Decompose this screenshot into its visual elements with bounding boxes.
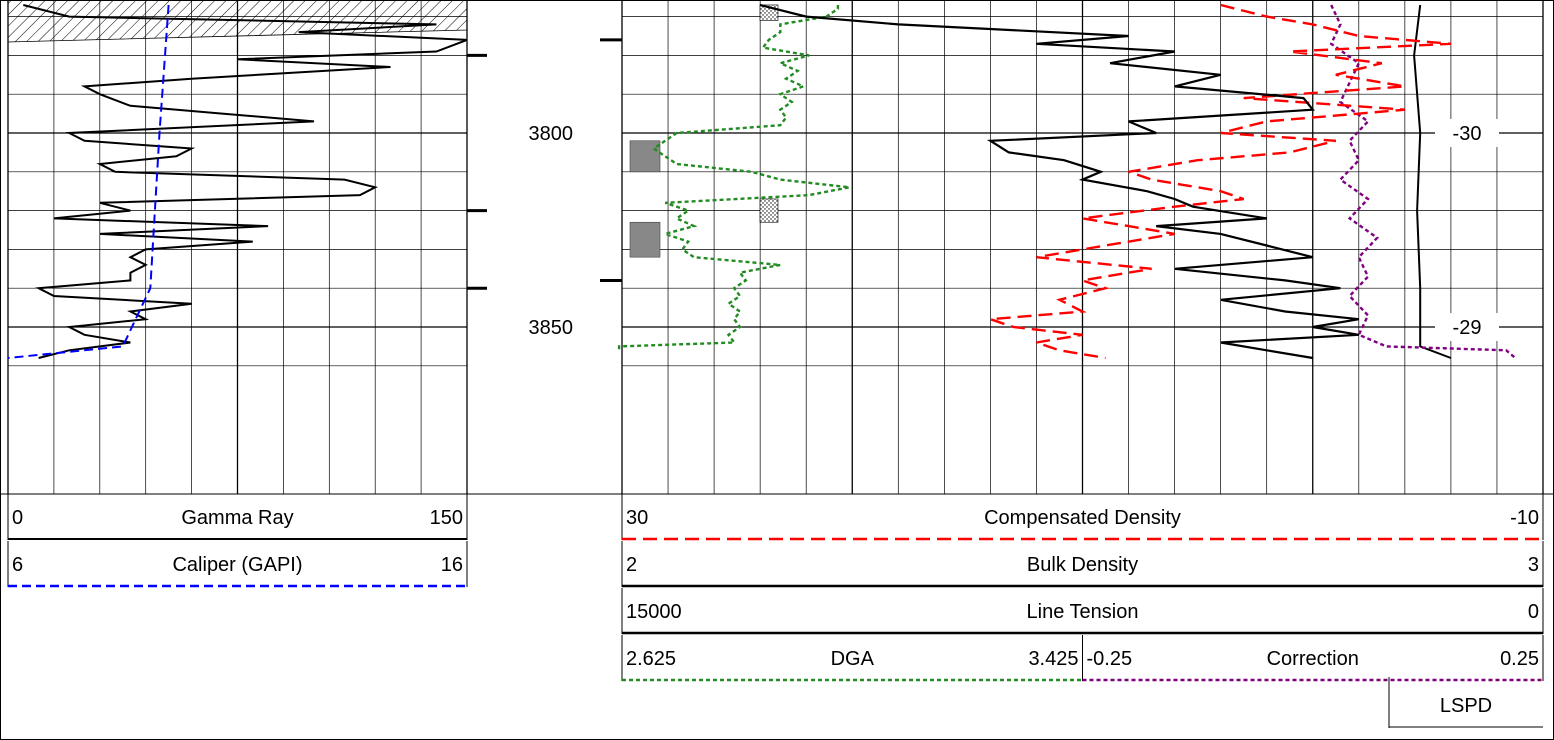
legend-min: 2.625 (626, 648, 676, 670)
legend-name: Gamma Ray (181, 507, 293, 529)
grid-lines (0, 0, 1554, 495)
depth-label: 3800 (529, 123, 574, 145)
shale-fill (629, 221, 661, 258)
correction-curve (1329, 4, 1517, 359)
gamma-ray-curve (23, 4, 468, 359)
compensated-density-curve (990, 3, 1452, 360)
legend-name: DGA (831, 648, 875, 670)
legend-min: -0.25 (1087, 648, 1133, 670)
curve-fills (7, 0, 779, 258)
legend-name: Compensated Density (984, 507, 1181, 529)
legend-min: 0 (12, 507, 23, 529)
sand-fill (759, 198, 779, 223)
bulk-density-curve (759, 3, 1359, 360)
line-tension-curve (1413, 4, 1452, 359)
legend-name: Line Tension (1027, 601, 1139, 623)
legend-max: 0.25 (1500, 648, 1539, 670)
legend-name: Caliper (GAPI) (172, 554, 302, 576)
side-label-bg (1435, 119, 1499, 147)
legend-min: 2 (626, 554, 637, 576)
side-label-bg (1435, 313, 1499, 341)
dga-curve (617, 5, 850, 351)
legend-max: 0 (1528, 601, 1539, 623)
legend-min: 6 (12, 554, 23, 576)
legend-max: 3.425 (1028, 648, 1078, 670)
caliper-curve (7, 4, 170, 359)
legend-name: Correction (1267, 648, 1359, 670)
shale-fill (629, 140, 661, 173)
depth-ticks (467, 38, 622, 290)
legend-max: 150 (430, 507, 463, 529)
legend-min: 30 (626, 507, 648, 529)
lspd-label: LSPD (1440, 695, 1492, 717)
curve-lines (7, 3, 1517, 360)
legend-max: 3 (1528, 554, 1539, 576)
legend-max: -10 (1510, 507, 1539, 529)
side-label: -30 (1453, 123, 1482, 145)
depth-label: 3850 (529, 317, 574, 339)
legend-max: 16 (441, 554, 463, 576)
legend-name: Bulk Density (1027, 554, 1138, 576)
legend-min: 15000 (626, 601, 682, 623)
chart-labels: 3800 3850 -30 -29 (529, 119, 1499, 341)
side-label: -29 (1453, 317, 1482, 339)
